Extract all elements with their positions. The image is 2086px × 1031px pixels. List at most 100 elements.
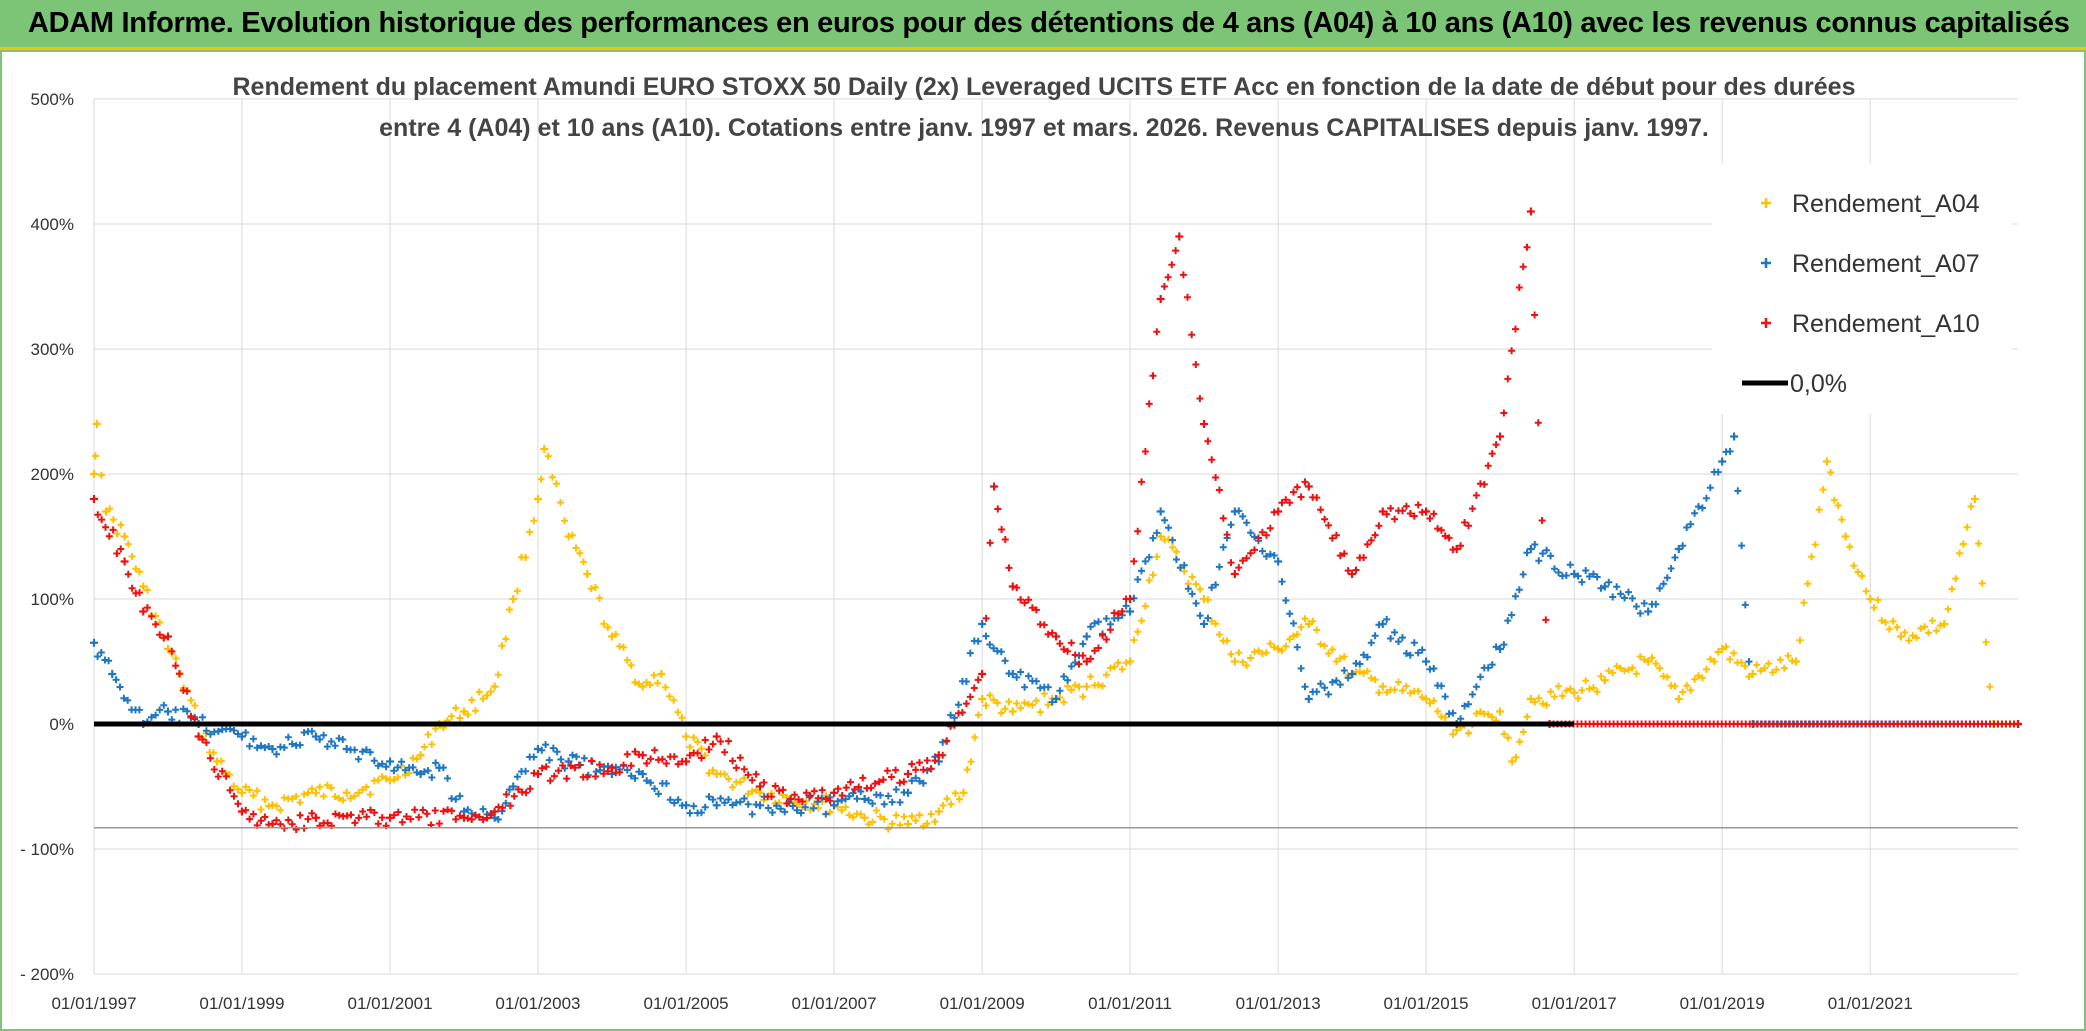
- data-point: [583, 570, 592, 578]
- data-point: [509, 782, 518, 791]
- series-trace: [273, 727, 316, 758]
- legend-box: [1712, 164, 2012, 414]
- data-point: [2014, 720, 2022, 728]
- data-point: [1718, 645, 1727, 653]
- data-point: [1570, 688, 1579, 697]
- series-trace: [717, 770, 760, 798]
- series-trace: [97, 471, 105, 479]
- chart-frame: Rendement du placement Amundi EURO STOXX…: [0, 50, 2086, 1031]
- series-trace: [1827, 468, 1846, 524]
- series-trace: [643, 671, 662, 689]
- data-point: [756, 782, 765, 791]
- x-tick-label: 01/01/1997: [51, 994, 136, 1013]
- series-trace: [495, 769, 538, 812]
- data-point: [1822, 457, 1831, 466]
- data-point: [607, 632, 616, 641]
- data-point: [1126, 657, 1135, 666]
- series-trace: [834, 803, 865, 821]
- series-trace: [612, 630, 643, 688]
- x-tick-label: 01/01/2003: [495, 994, 580, 1013]
- data-point: [533, 745, 542, 753]
- series-trace: [513, 753, 538, 781]
- series-trace: [1056, 681, 1087, 706]
- x-tick-label: 01/01/2017: [1532, 994, 1617, 1013]
- series-trace: [1383, 615, 1426, 659]
- data-point: [1156, 532, 1165, 541]
- series-trace: [1160, 247, 1180, 290]
- series-trace: [1944, 502, 1975, 613]
- y-tick-label: 0%: [49, 715, 74, 734]
- series-trace: [1179, 271, 1204, 402]
- series-trace: [686, 734, 717, 777]
- data-point: [311, 813, 320, 822]
- series-trace: [1605, 578, 1648, 617]
- series-trace: [94, 649, 113, 665]
- data-point: [830, 788, 839, 797]
- legend-marker-icon: [1761, 258, 1771, 268]
- series-trace: [273, 785, 316, 814]
- data-point: [163, 645, 172, 653]
- data-point: [237, 732, 246, 741]
- data-point: [386, 757, 395, 766]
- series-trace: [1426, 665, 1457, 718]
- series-trace: [1013, 668, 1056, 706]
- series-trace: [316, 806, 390, 830]
- series-trace: [1352, 667, 1383, 697]
- data-point: [1082, 657, 1091, 666]
- x-tick-label: 01/01/2009: [940, 994, 1025, 1013]
- series-trace: [1679, 648, 1722, 696]
- series-trace: [1309, 617, 1352, 679]
- series-trace: [124, 540, 143, 576]
- series-trace: [1204, 437, 1235, 567]
- data-point: [1526, 695, 1535, 703]
- series-trace: [1235, 640, 1278, 669]
- data-point: [638, 770, 647, 778]
- series-trace: [760, 779, 791, 807]
- data-point: [1082, 632, 1091, 641]
- series-trace: [143, 604, 168, 642]
- series-trace: [994, 505, 1013, 572]
- series-trace: [494, 606, 513, 679]
- series-trace: [390, 806, 464, 829]
- data-point: [163, 632, 172, 641]
- data-point: [237, 807, 246, 816]
- series-trace: [1975, 540, 1994, 691]
- data-point: [1304, 695, 1313, 703]
- series-trace: [94, 511, 125, 557]
- data-point: [934, 807, 943, 816]
- series-trace: [1500, 549, 1531, 649]
- series-trace: [1056, 640, 1087, 695]
- series-trace: [1457, 441, 1500, 550]
- data-point: [1940, 620, 1949, 628]
- data-point: [1644, 657, 1653, 666]
- series-trace: [242, 729, 273, 752]
- data-point: [657, 670, 666, 678]
- series-trace: [538, 741, 569, 772]
- x-tick-label: 01/01/2011: [1088, 994, 1172, 1013]
- data-point: [92, 420, 101, 428]
- series-trace: [439, 764, 464, 803]
- x-tick-label: 01/01/2021: [1828, 994, 1913, 1013]
- data-point: [1274, 507, 1283, 516]
- y-tick-label: 300%: [31, 340, 74, 359]
- series-trace: [1846, 543, 1870, 595]
- series-trace: [1130, 553, 1161, 644]
- series-trace: [1574, 567, 1605, 592]
- series-rendement_a10: [90, 207, 2022, 833]
- data-point: [860, 795, 869, 803]
- data-point: [1348, 570, 1357, 578]
- series-trace: [1512, 713, 1531, 761]
- series-trace: [1087, 595, 1130, 663]
- data-point: [682, 801, 691, 810]
- data-point: [139, 607, 148, 616]
- data-point: [120, 532, 129, 541]
- series-trace: [963, 711, 982, 774]
- data-point: [1175, 232, 1184, 241]
- series-rendement_a04: [90, 420, 2022, 833]
- data-point: [756, 801, 765, 810]
- series-trace: [347, 773, 390, 802]
- series-layer: [90, 207, 2022, 833]
- series-trace: [106, 505, 125, 538]
- series-trace: [908, 810, 939, 830]
- chart: Rendement du placement Amundi EURO STOXX…: [2, 52, 2084, 1029]
